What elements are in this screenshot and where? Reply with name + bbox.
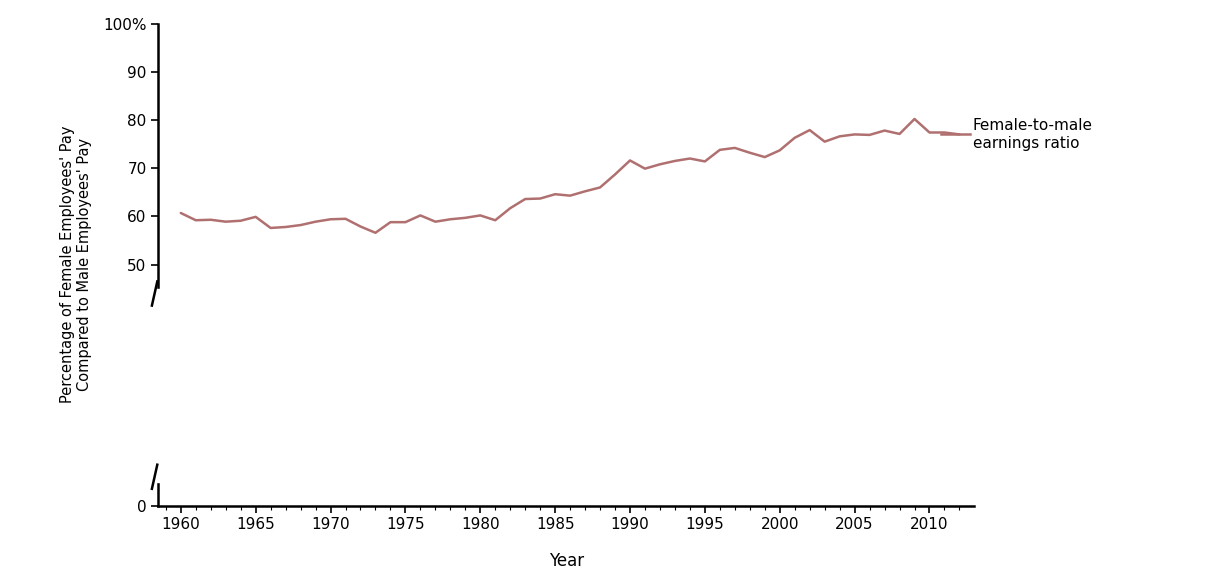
X-axis label: Year: Year (549, 552, 583, 570)
Bar (150, 289, 160, 482)
Y-axis label: Percentage of Female Employees' Pay
Compared to Male Employees' Pay: Percentage of Female Employees' Pay Comp… (60, 126, 91, 403)
Text: Female-to-male
earnings ratio: Female-to-male earnings ratio (973, 118, 1093, 151)
